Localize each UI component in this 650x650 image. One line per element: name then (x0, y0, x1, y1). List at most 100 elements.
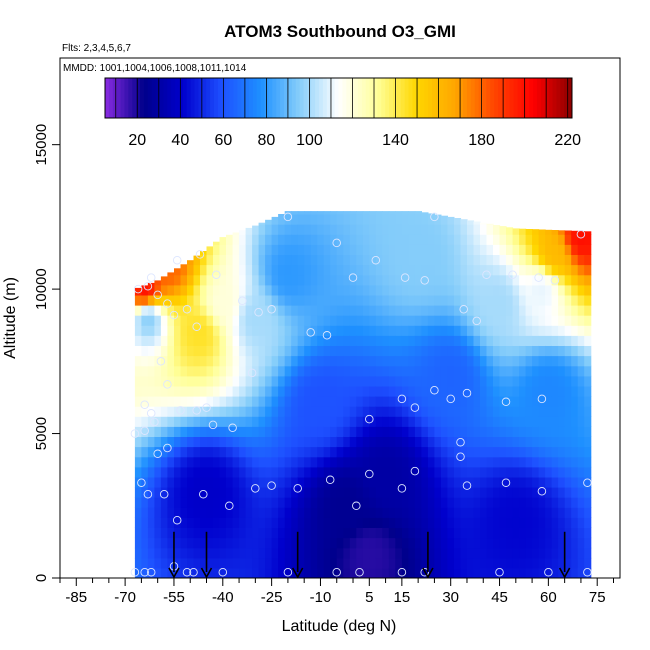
heatmap-cell-2400 (577, 446, 585, 458)
heatmap-cell-1398 (395, 456, 403, 468)
heatmap-cell-1733 (454, 406, 462, 417)
heatmap-cell-1163 (349, 214, 357, 225)
observation-marker-59 (143, 281, 153, 291)
heatmap-cell-264 (187, 345, 195, 357)
heatmap-cell-1410 (395, 335, 403, 346)
x-tick-label-5: -10 (310, 589, 332, 606)
heatmap-cell-1880 (480, 375, 488, 387)
heatmap-cell-1442 (401, 385, 409, 397)
heatmap-cell-790 (284, 244, 292, 255)
heatmap-cell-315 (200, 476, 208, 488)
heatmap-cell-1682 (447, 557, 455, 569)
heatmap-cell-719 (271, 234, 279, 245)
heatmap-cell-359 (206, 365, 214, 377)
heatmap-cell-414 (219, 487, 227, 498)
heatmap-cell-1973 (499, 517, 507, 528)
heatmap-cell-89 (154, 557, 162, 569)
colorbar-segment-37 (248, 78, 254, 118)
heatmap-cell-175 (167, 294, 175, 306)
heatmap-cell-236 (180, 305, 188, 316)
heatmap-cell-944 (317, 557, 325, 569)
heatmap-cell-1503 (414, 517, 422, 528)
heatmap-cell-1263 (369, 325, 377, 336)
heatmap-cell-92 (154, 527, 162, 539)
heatmap-cell-1489 (408, 284, 416, 296)
heatmap-cell-1979 (499, 456, 507, 468)
heatmap-cell-824 (291, 274, 299, 286)
heatmap-cell-603 (252, 325, 260, 336)
heatmap-cell-2066 (512, 284, 520, 296)
heatmap-cell-592 (252, 436, 260, 448)
heatmap-cell-1422 (395, 214, 403, 225)
observation-marker-41 (208, 420, 218, 430)
heatmap-cell-2215 (545, 547, 553, 559)
observation-marker-50 (456, 437, 465, 447)
heatmap-cell-2014 (506, 456, 514, 468)
heatmap-cell-2359 (571, 507, 579, 518)
heatmap-cell-767 (284, 476, 292, 488)
heatmap-cell-245 (187, 537, 195, 549)
heatmap-cell-2381 (571, 284, 579, 296)
heatmap-cell-1860 (473, 221, 481, 225)
heatmap-cell-977 (317, 224, 325, 235)
heatmap-cell-2041 (512, 537, 520, 549)
heatmap-cell-1337 (382, 325, 390, 336)
heatmap-cell-1636 (434, 294, 442, 306)
heatmap-cell-1814 (467, 315, 475, 326)
heatmap-cell-1934 (493, 557, 501, 569)
heatmap-cell-173 (167, 315, 175, 326)
colorbar-segment-91 (459, 78, 464, 118)
heatmap-cell-519 (239, 466, 247, 478)
heatmap-cell-1020 (330, 537, 338, 549)
heatmap-cell-2292 (558, 476, 566, 488)
heatmap-cell-980 (323, 567, 331, 578)
heatmap-cell-856 (297, 325, 305, 336)
heatmap-cell-2174 (532, 254, 540, 266)
heatmap-cell-2279 (551, 254, 559, 266)
heatmap-cell-2073 (519, 567, 527, 578)
heatmap-cell-2436 (584, 436, 592, 448)
heatmap-cell-1840 (473, 416, 481, 427)
heatmap-cell-586 (252, 497, 260, 508)
heatmap-cell-2449 (584, 305, 592, 316)
heatmap-cell-927 (310, 355, 318, 367)
heatmap-cell-558 (245, 426, 253, 437)
heatmap-cell-1445 (401, 355, 409, 367)
heatmap-cell-1427 (401, 537, 409, 549)
heatmap-cell-797 (291, 547, 299, 559)
heatmap-cell-595 (252, 406, 260, 417)
heatmap-cell-2340 (564, 345, 572, 357)
heatmap-cell-1444 (401, 365, 409, 377)
heatmap-cell-718 (271, 244, 279, 255)
heatmap-cell-22 (134, 345, 142, 357)
heatmap-cell-342 (206, 537, 214, 549)
heatmap-cell-888 (304, 375, 312, 387)
heatmap-cell-1905 (486, 487, 494, 498)
heatmap-cell-1925 (486, 284, 494, 296)
heatmap-cell-2130 (525, 345, 533, 357)
heatmap-cell-1524 (414, 305, 422, 316)
heatmap-cell-892 (304, 335, 312, 346)
heatmap-cell-1643 (434, 224, 442, 235)
heatmap-cell-2004 (506, 557, 514, 569)
heatmap-cell-441 (226, 557, 234, 569)
colorbar-segment-72 (385, 78, 390, 118)
colorbar: 20 40 60 80 100 140 180 220 (104, 77, 581, 149)
heatmap-cell-2000 (499, 244, 507, 255)
heatmap-cell-2374 (571, 355, 579, 367)
colorbar-segment-81 (420, 78, 425, 118)
heatmap-cell-814 (291, 375, 299, 387)
heatmap-cell-649 (258, 222, 266, 225)
colorbar-segment-55 (319, 78, 324, 118)
heatmap-cell-133 (160, 416, 168, 427)
heatmap-cell-1537 (421, 547, 429, 559)
heatmap-cell-2082 (519, 476, 527, 488)
heatmap-cell-270 (187, 284, 195, 296)
heatmap-cell-60 (147, 547, 155, 559)
colorbar-segment-68 (369, 78, 375, 118)
colorbar-segment-11 (147, 78, 153, 118)
observation-marker-37 (163, 443, 172, 453)
heatmap-cell-2037 (506, 227, 514, 235)
heatmap-cell-2076 (519, 537, 527, 549)
heatmap-cell-1937 (493, 527, 501, 539)
